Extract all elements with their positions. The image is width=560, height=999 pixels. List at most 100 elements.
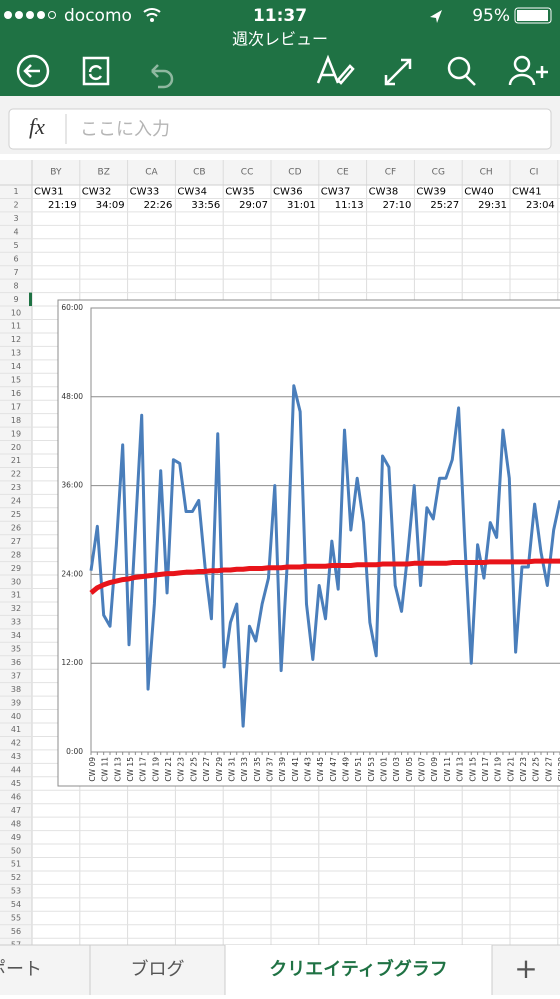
row-header: 32 [11, 604, 21, 613]
data-line [89, 384, 560, 728]
cell[interactable]: CW41 [512, 187, 542, 198]
location-icon [430, 10, 442, 23]
cell[interactable]: 29:07 [239, 200, 268, 211]
tab-bar: ポート ブログ クリエイティブグラフ + [0, 944, 560, 995]
cell[interactable]: 25:27 [430, 200, 459, 211]
x-tick-label: CW 37 [265, 757, 274, 782]
cell[interactable]: CW35 [225, 187, 255, 198]
sheet-tab[interactable]: ポート [0, 959, 42, 980]
cell[interactable]: CW37 [321, 187, 351, 198]
cell[interactable]: 22:26 [144, 200, 173, 211]
x-tick-label: CW 45 [316, 757, 325, 782]
row-header: 30 [11, 577, 21, 586]
cell[interactable]: 21:19 [48, 200, 77, 211]
cell[interactable]: 33:56 [191, 200, 220, 211]
sheet-tab[interactable]: ブログ [131, 958, 185, 980]
row-header: 15 [11, 376, 21, 385]
save-button[interactable] [82, 56, 110, 86]
selected-row-marker [29, 292, 32, 307]
row-header: 54 [11, 900, 21, 909]
data-line [89, 558, 560, 595]
x-tick-label: CW 33 [240, 757, 249, 782]
cell[interactable]: CW40 [464, 187, 494, 198]
x-tick-label: CW 11 [443, 757, 452, 782]
x-tick-label: CW 25 [532, 757, 541, 782]
row-header: 10 [11, 308, 21, 317]
row-header: 49 [11, 833, 21, 842]
cell[interactable]: CW36 [273, 187, 303, 198]
column-header: CD [288, 168, 301, 178]
cell[interactable]: CW32 [82, 187, 112, 198]
active-tab-bg [225, 945, 492, 995]
fullscreen-button[interactable] [384, 58, 412, 86]
row-header: 37 [11, 671, 21, 680]
x-tick-label: CW 47 [329, 757, 338, 782]
cell[interactable]: 34:09 [96, 200, 125, 211]
x-tick-label: CW 35 [253, 757, 262, 782]
y-tick-label: 12:00 [61, 658, 83, 667]
x-tick-label: CW 11 [101, 757, 110, 782]
cell[interactable]: CW38 [369, 187, 399, 198]
undo-button[interactable] [151, 64, 174, 89]
cell[interactable]: CW39 [416, 187, 446, 198]
x-tick-label: CW 13 [113, 757, 122, 782]
share-button[interactable] [508, 55, 548, 86]
cell[interactable]: CW31 [34, 187, 64, 198]
column-header: BZ [98, 168, 110, 178]
x-tick-label: CW 29 [215, 757, 224, 782]
row-header: 53 [11, 887, 21, 896]
cell[interactable]: 31:01 [287, 200, 316, 211]
y-tick-label: 36:00 [61, 481, 83, 490]
x-tick-label: CW 19 [494, 757, 503, 782]
format-button[interactable] [316, 54, 355, 85]
y-tick-label: 0:00 [66, 747, 83, 756]
row-header: 6 [13, 254, 18, 263]
search-button[interactable] [447, 56, 476, 86]
x-tick-label: CW 25 [189, 757, 198, 782]
row-header: 19 [11, 429, 21, 438]
column-header: CH [480, 168, 493, 178]
row-header: 56 [11, 927, 21, 936]
doc-title: 週次レビュー [232, 30, 328, 49]
cell[interactable]: 23:04 [526, 200, 555, 211]
carrier: docomo [64, 6, 132, 26]
x-tick-label: CW 49 [342, 757, 351, 782]
row-header: 52 [11, 873, 21, 882]
cell[interactable]: 29:31 [478, 200, 507, 211]
add-sheet-button[interactable]: + [514, 952, 537, 985]
row-header: 7 [13, 268, 18, 277]
sheet-tab[interactable]: クリエイティブグラフ [269, 958, 448, 980]
cell[interactable]: 27:10 [383, 200, 412, 211]
row-header: 11 [11, 322, 21, 331]
row-header: 4 [13, 228, 18, 237]
x-tick-label: CW 31 [227, 757, 236, 782]
wifi-icon [143, 8, 161, 17]
battery-level [517, 10, 548, 21]
cell[interactable]: CW33 [130, 187, 160, 198]
x-tick-label: CW 27 [544, 757, 553, 782]
y-tick-label: 24:00 [61, 569, 83, 578]
row-header: 34 [11, 631, 21, 640]
fx-label: fx [29, 114, 45, 139]
row-header: 21 [11, 456, 21, 465]
x-tick-label: CW 15 [126, 757, 135, 782]
x-tick-label: CW 23 [177, 757, 186, 782]
column-header-bg [0, 160, 560, 185]
x-tick-label: CW 03 [392, 757, 401, 782]
row-header: 50 [11, 846, 21, 855]
x-tick-label: CW 15 [468, 757, 477, 782]
cell[interactable]: CW34 [177, 187, 207, 198]
cell[interactable]: 11:13 [335, 200, 364, 211]
row-header: 29 [11, 564, 21, 573]
formula-box[interactable] [8, 108, 552, 150]
back-button[interactable] [16, 54, 50, 88]
formula-placeholder: ここに入力 [80, 119, 170, 140]
row-header: 41 [11, 725, 21, 734]
signal [4, 11, 56, 19]
clock: 11:37 [253, 6, 307, 26]
row-header: 51 [11, 860, 21, 869]
row-header: 23 [11, 483, 21, 492]
x-tick-label: CW 01 [380, 757, 389, 782]
